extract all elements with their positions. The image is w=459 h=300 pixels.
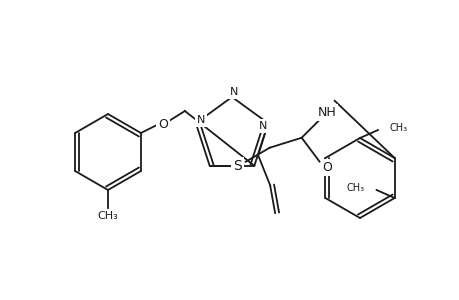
Text: NH: NH xyxy=(317,106,336,119)
Text: CH₃: CH₃ xyxy=(346,183,364,193)
Text: N: N xyxy=(230,87,238,97)
Text: N: N xyxy=(196,115,205,125)
Text: S: S xyxy=(233,159,241,173)
Text: O: O xyxy=(322,161,332,174)
Text: N: N xyxy=(258,121,267,131)
Text: CH₃: CH₃ xyxy=(389,123,407,133)
Text: O: O xyxy=(157,118,168,131)
Text: CH₃: CH₃ xyxy=(97,211,118,221)
